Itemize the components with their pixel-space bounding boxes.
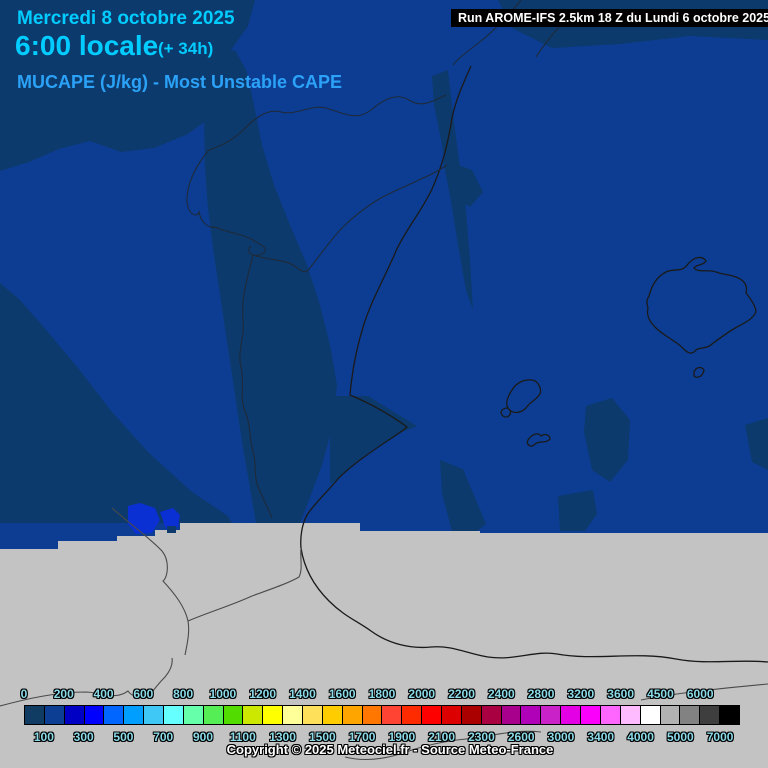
scale-label-6000: 6000 (686, 687, 714, 701)
copyright-notice: Copyright © 2025 Meteociel.fr - Source M… (226, 742, 554, 757)
scale-cell-13 (283, 706, 304, 724)
scale-label-900: 900 (192, 730, 214, 744)
scale-cell-0 (25, 706, 45, 724)
scale-cell-21 (442, 706, 462, 724)
scale-label-3000: 3000 (547, 730, 575, 744)
scale-cell-3 (84, 706, 105, 724)
scale-label-200: 200 (53, 687, 74, 701)
ibiza-outline (506, 379, 542, 414)
scale-label-0: 0 (20, 687, 28, 701)
scale-label-1600: 1600 (328, 687, 356, 701)
scale-label-2300: 2300 (468, 730, 495, 744)
scale-cell-34 (700, 706, 721, 724)
cabrera-outline (693, 366, 705, 378)
scale-cell-30 (620, 706, 641, 724)
scale-label-2200: 2200 (448, 687, 475, 701)
scale-cell-33 (680, 706, 701, 724)
scale-cell-20 (422, 706, 443, 724)
scale-label-1900: 1900 (388, 730, 416, 744)
scale-label-700: 700 (153, 730, 174, 744)
scale-label-4500: 4500 (647, 687, 674, 701)
formentera-outline (526, 433, 551, 447)
model-run-info: Run AROME-IFS 2.5km 18 Z du Lundi 6 octo… (451, 9, 768, 27)
scale-cell-4 (104, 706, 125, 724)
scale-cell-11 (243, 706, 264, 724)
scale-label-5000: 5000 (666, 730, 694, 744)
scale-cell-18 (382, 706, 403, 724)
scale-cell-17 (362, 706, 383, 724)
scale-cell-22 (461, 706, 482, 724)
scale-label-3200: 3200 (567, 687, 595, 701)
coastline-east-spain (300, 65, 472, 549)
scale-cell-6 (144, 706, 165, 724)
coastline-south-spain (300, 547, 768, 663)
scale-cell-25 (521, 706, 542, 724)
scale-label-500: 500 (113, 730, 134, 744)
ibiza-west-cape (500, 407, 512, 418)
scale-cell-8 (183, 706, 204, 724)
scale-cell-9 (203, 706, 224, 724)
scale-cell-29 (600, 706, 621, 724)
scale-label-800: 800 (173, 687, 194, 701)
scale-label-1200: 1200 (249, 687, 277, 701)
scale-cell-16 (342, 706, 363, 724)
scale-label-4000: 4000 (627, 730, 654, 744)
scale-cell-26 (541, 706, 562, 724)
border-layer (186, 0, 561, 519)
scale-cell-27 (561, 706, 582, 724)
scale-label-2800: 2800 (527, 687, 555, 701)
scale-label-300: 300 (73, 730, 94, 744)
scale-cell-10 (223, 706, 244, 724)
cape-color-scale (24, 705, 740, 725)
scale-label-7000: 7000 (706, 730, 734, 744)
scale-cell-24 (501, 706, 522, 724)
scale-cell-23 (481, 706, 502, 724)
scale-label-2100: 2100 (428, 730, 456, 744)
scale-label-1400: 1400 (289, 687, 316, 701)
map-low-cape-regions (0, 0, 768, 531)
forecast-date: Mercredi 8 octobre 2025 (17, 8, 235, 29)
scale-label-2000: 2000 (408, 687, 436, 701)
scale-cell-35 (720, 706, 739, 724)
scale-cell-2 (64, 706, 85, 724)
scale-cell-5 (124, 706, 145, 724)
scale-label-3600: 3600 (607, 687, 635, 701)
map-higher-cape-patches (128, 503, 180, 534)
scale-label-1100: 1100 (229, 730, 256, 744)
border-aragon-catalonia (252, 164, 448, 273)
scale-cell-15 (322, 706, 343, 724)
scale-label-600: 600 (133, 687, 154, 701)
border-france-2 (535, 25, 561, 58)
scale-label-100: 100 (33, 730, 54, 744)
mallorca-outline (646, 256, 757, 354)
scale-cell-19 (402, 706, 423, 724)
scale-cell-32 (660, 706, 681, 724)
scale-label-400: 400 (93, 687, 114, 701)
border-pyrenees (208, 94, 447, 151)
scale-cell-28 (581, 706, 601, 724)
scale-label-1700: 1700 (348, 730, 376, 744)
scale-label-1300: 1300 (269, 730, 296, 744)
parameter-title: MUCAPE (J/kg) - Most Unstable CAPE (17, 72, 343, 92)
forecast-local-time: 6:00 locale (15, 30, 159, 61)
scale-label-1000: 1000 (209, 687, 237, 701)
scale-label-3400: 3400 (587, 730, 615, 744)
coastline-layer (300, 65, 768, 663)
scale-cell-12 (263, 706, 284, 724)
scale-label-2600: 2600 (507, 730, 535, 744)
scale-label-2400: 2400 (487, 687, 515, 701)
forecast-hour-offset: (+ 34h) (158, 39, 214, 58)
gray-area-border-layer (0, 507, 768, 761)
scale-cell-7 (164, 706, 184, 724)
scale-label-1500: 1500 (308, 730, 336, 744)
scale-cell-1 (44, 706, 65, 724)
map-dark-spot (167, 526, 176, 533)
scale-cell-14 (303, 706, 323, 724)
scale-label-1800: 1800 (368, 687, 396, 701)
border-inner-valencia (239, 254, 273, 519)
scale-cell-31 (640, 706, 661, 724)
